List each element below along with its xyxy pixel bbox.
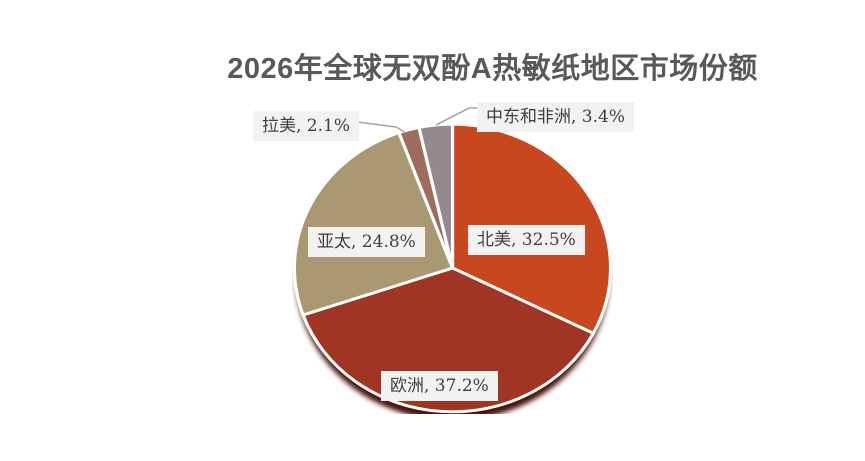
data-label-mea: 中东和非洲, 3.4%	[477, 102, 634, 132]
pie-slice-欧洲	[301, 266, 595, 414]
data-label-na: 北美, 32.5%	[468, 225, 585, 255]
pie-svg	[292, 122, 613, 414]
pie-chart	[292, 122, 613, 414]
data-label-latam: 拉美, 2.1%	[253, 111, 359, 141]
chart-title: 2026年全球无双酚A热敏纸地区市场份额	[227, 53, 758, 85]
pie-slice-亚太	[292, 131, 455, 317]
data-label-eu: 欧洲, 37.2%	[381, 371, 498, 401]
data-label-apac: 亚太, 24.8%	[308, 227, 425, 257]
